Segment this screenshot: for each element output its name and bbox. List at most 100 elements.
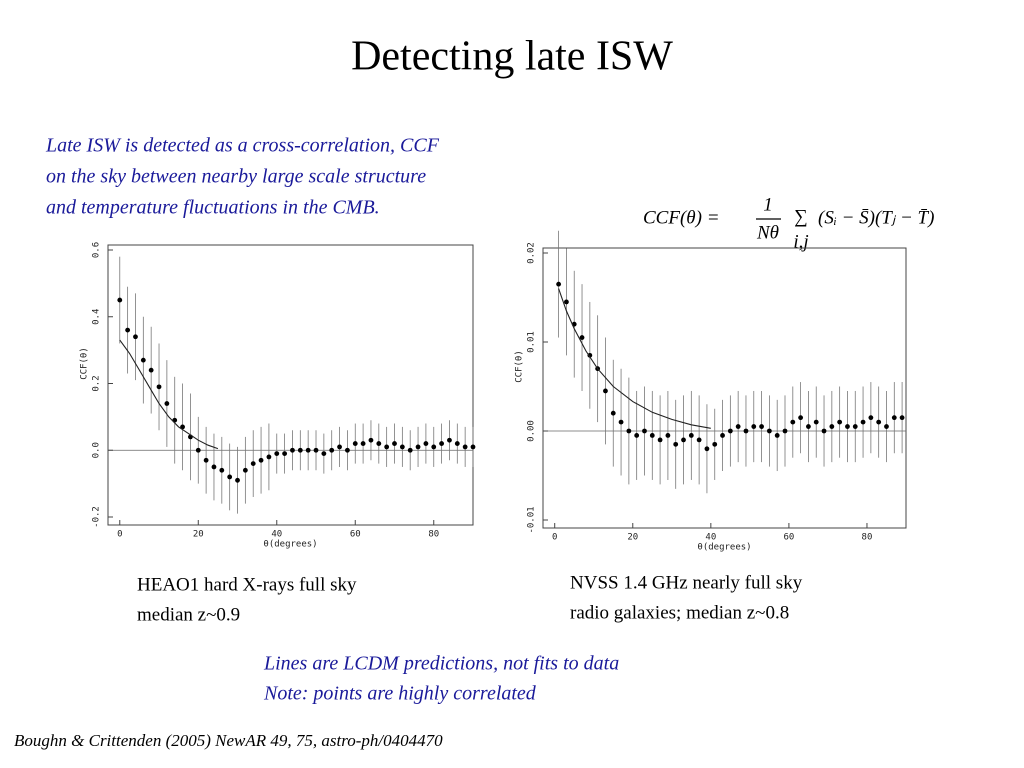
data-point: [180, 424, 185, 430]
data-point: [743, 428, 749, 434]
data-point: [352, 441, 358, 446]
data-point: [399, 444, 405, 450]
data-point: [782, 428, 788, 434]
caption: HEAO1 hard X-rays full sky: [137, 574, 357, 595]
data-point: [250, 461, 256, 466]
data-point: [696, 437, 702, 443]
data-point: [821, 428, 827, 434]
data-point: [148, 367, 154, 373]
formula-num: 1: [763, 194, 773, 215]
data-point: [313, 447, 319, 453]
data-point: [282, 451, 288, 456]
data-point: [360, 441, 366, 446]
data-point: [727, 428, 733, 434]
plot-frame: [542, 247, 907, 529]
data-point: [117, 297, 123, 303]
data-point: [766, 428, 772, 434]
x-tick-label: 80: [862, 533, 873, 543]
x-tick-label: 40: [271, 530, 282, 540]
data-point: [211, 464, 217, 470]
x-tick-label: 40: [705, 533, 716, 543]
slide-title: Detecting late ISW: [351, 34, 673, 80]
data-point: [462, 444, 468, 450]
data-point: [274, 451, 280, 456]
data-point: [447, 437, 452, 443]
caption: NVSS 1.4 GHz nearly full sky: [570, 572, 803, 593]
y-tick-label: -0.01: [527, 506, 537, 533]
y-tick-label: -0.2: [92, 506, 102, 528]
data-point: [806, 424, 811, 429]
intro-line: and temperature fluctuations in the CMB.: [46, 197, 380, 219]
data-point: [305, 447, 311, 453]
data-point: [876, 419, 882, 425]
data-point: [227, 474, 233, 480]
data-point: [837, 419, 843, 425]
plot-frame: [107, 244, 474, 526]
data-point: [603, 388, 608, 394]
data-point: [829, 424, 835, 429]
data-point: [140, 357, 146, 363]
data-point: [470, 444, 476, 450]
formula-sub: i,j: [793, 231, 808, 252]
data-point: [258, 457, 264, 463]
formula-den: Nθ: [756, 222, 779, 243]
data-point: [884, 424, 889, 429]
data-point: [813, 419, 819, 425]
note: Note: points are highly correlated: [263, 683, 537, 705]
formula-rhs: (Sᵢ − S̄)(Tⱼ − T̄): [818, 207, 934, 228]
x-axis-label: θ(degrees): [697, 543, 751, 553]
data-point: [125, 327, 131, 333]
data-point: [899, 415, 905, 421]
x-tick-label: 60: [783, 533, 794, 543]
data-point: [626, 428, 632, 434]
plot: 0 20 40 60 80 -0.2 0.0 0.2 0.4 0.6 θ(degrees) CCF(θ…: [80, 242, 476, 550]
data-point: [329, 447, 335, 453]
x-tick-label: 0: [552, 533, 557, 543]
model-line: [558, 288, 711, 429]
data-point: [634, 433, 640, 438]
data-point: [852, 424, 858, 429]
data-point: [345, 447, 350, 453]
data-point: [164, 401, 170, 406]
x-tick-label: 60: [350, 530, 361, 540]
reference: Boughn & Crittenden (2005) NewAR 49, 75,…: [14, 731, 443, 750]
formula-lhs: CCF(θ) =: [643, 207, 720, 228]
data-point: [392, 441, 397, 446]
data-point: [891, 415, 897, 421]
data-point: [704, 446, 710, 452]
data-point: [564, 299, 569, 305]
x-axis-label: θ(degrees): [263, 540, 317, 550]
y-tick-label: 0.00: [527, 420, 537, 442]
data-point: [790, 419, 796, 425]
y-axis-label: CCF(θ): [515, 350, 525, 383]
data-point: [195, 447, 201, 453]
data-point: [720, 433, 725, 438]
y-tick-label: 0.02: [527, 242, 537, 264]
data-point: [556, 281, 562, 287]
data-point: [642, 428, 647, 434]
data-point: [407, 447, 413, 453]
data-point: [431, 444, 437, 450]
y-tick-label: 0.2: [92, 375, 102, 391]
data-point: [688, 433, 694, 438]
data-point: [751, 424, 757, 429]
data-point: [860, 419, 866, 425]
data-point: [321, 451, 327, 456]
data-point: [266, 454, 272, 460]
data-point: [712, 441, 718, 447]
caption: radio galaxies; median z~0.8: [570, 602, 789, 623]
intro-line: Late ISW is detected as a cross-correlat…: [45, 135, 440, 157]
formula: CCF(θ) = 1 Nθ ∑ i,j (Sᵢ − S̄)(Tⱼ − T̄): [643, 194, 934, 252]
model-line: [119, 339, 219, 450]
caption: median z~0.9: [137, 604, 240, 625]
data-point: [376, 441, 382, 446]
data-point: [290, 447, 295, 453]
data-point: [423, 441, 429, 446]
data-point: [618, 419, 624, 425]
data-point: [297, 447, 303, 453]
plot: 0 20 40 60 80 -0.01 0.00 0.01 0.02 θ(degrees) CCF(…: [515, 230, 907, 553]
data-point: [156, 384, 162, 390]
data-point: [337, 444, 342, 450]
formula-sum: ∑: [794, 206, 808, 227]
